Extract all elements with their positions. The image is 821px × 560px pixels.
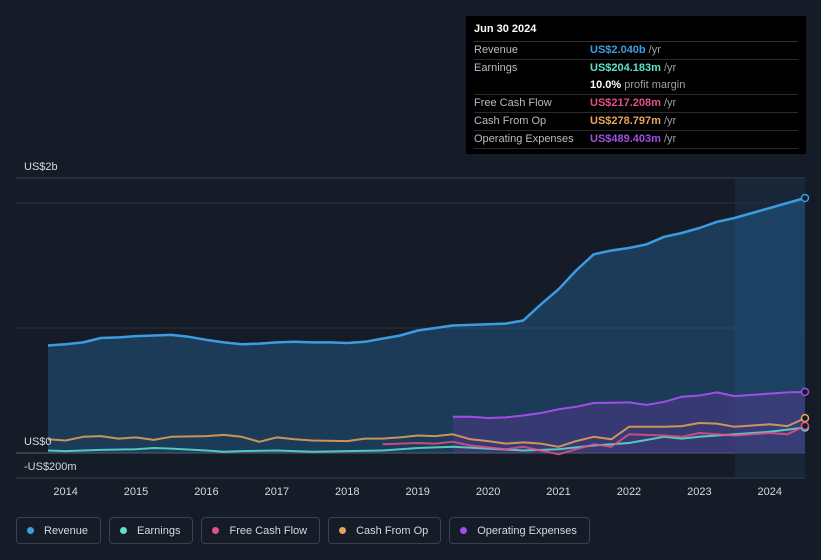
x-axis-label: 2015 — [124, 486, 148, 498]
legend-label: Earnings — [137, 524, 181, 537]
tooltip-row-profit-margin: 10.0% profit margin — [474, 77, 798, 95]
legend-item-free-cash-flow[interactable]: Free Cash Flow — [201, 517, 321, 544]
line-free-cash-flow — [382, 424, 806, 456]
tooltip-row-earnings: Earnings US$204.183m /yr — [474, 60, 798, 77]
x-axis-label: 2014 — [53, 486, 77, 498]
tooltip-unit: /yr — [663, 62, 677, 74]
tooltip-label: Operating Expenses — [474, 133, 574, 145]
legend-label: Cash From Op — [356, 524, 429, 537]
series-end-markers — [800, 193, 810, 432]
legend: Revenue Earnings Free Cash Flow Cash Fro… — [16, 517, 590, 544]
tooltip-label: Cash From Op — [474, 115, 547, 127]
legend-label: Revenue — [44, 524, 89, 537]
legend-dot-icon — [339, 527, 347, 534]
tooltip-date: Jun 30 2024 — [474, 23, 798, 42]
x-axis-label: 2016 — [194, 486, 218, 498]
x-axis-label: 2019 — [405, 486, 429, 498]
x-axis-label: 2018 — [335, 486, 359, 498]
legend-dot-icon — [212, 527, 220, 534]
x-axis-label: 2017 — [265, 486, 289, 498]
tooltip-row-free-cash-flow: Free Cash Flow US$217.208m /yr — [474, 95, 798, 113]
legend-dot-icon — [27, 527, 34, 534]
legend-item-revenue[interactable]: Revenue — [16, 517, 102, 544]
tooltip-label: Earnings — [474, 62, 518, 74]
tooltip-unit: /yr — [663, 133, 677, 145]
x-axis-label: 2023 — [687, 486, 711, 498]
legend-dot-icon — [120, 527, 128, 534]
end-marker-free-cash-flow — [800, 421, 810, 431]
tooltip-row-operating-expenses: Operating Expenses US$489.403m /yr — [474, 131, 798, 149]
end-marker-operating-expenses — [800, 387, 810, 397]
tooltip-unit: /yr — [663, 97, 677, 109]
tooltip-value: US$278.797m — [590, 115, 661, 127]
line-cash-from-op — [47, 417, 806, 448]
tooltip-unit: profit margin — [624, 79, 686, 91]
tooltip-value: 10.0% — [590, 79, 622, 91]
line-revenue — [47, 196, 806, 347]
area-revenue — [48, 198, 805, 453]
area-operating-expenses — [452, 391, 805, 453]
y-axis-label: -US$200m — [24, 461, 77, 473]
tooltip-unit: /yr — [648, 44, 661, 56]
y-axis-label: US$2b — [24, 161, 58, 173]
end-marker-revenue — [800, 193, 810, 203]
data-tooltip: Jun 30 2024 Revenue US$2.040b /yr Earnin… — [466, 16, 806, 154]
series-areas — [48, 198, 805, 453]
tooltip-unit: /yr — [663, 115, 677, 127]
line-earnings — [47, 426, 806, 453]
tooltip-value: US$2.040b — [590, 44, 646, 56]
legend-dot-icon — [460, 527, 468, 534]
end-marker-cash-from-op — [800, 413, 810, 423]
legend-item-cash-from-op[interactable]: Cash From Op — [328, 517, 442, 544]
x-axis-label: 2024 — [758, 486, 782, 498]
tooltip-row-revenue: Revenue US$2.040b /yr — [474, 42, 798, 60]
x-axis-label: 2022 — [617, 486, 641, 498]
tooltip-row-cash-from-op: Cash From Op US$278.797m /yr — [474, 113, 798, 131]
y-axis-label: US$0 — [24, 436, 52, 448]
x-axis-label: 2020 — [476, 486, 500, 498]
y-axis-labels: US$2b US$0 -US$200m — [24, 161, 77, 473]
gridlines — [16, 177, 805, 479]
tooltip-label: Revenue — [474, 44, 519, 56]
tooltip-label — [474, 77, 590, 94]
legend-item-earnings[interactable]: Earnings — [109, 517, 194, 544]
line-operating-expenses — [452, 390, 806, 419]
x-axis-label: 2021 — [546, 486, 570, 498]
tooltip-value: US$217.208m — [590, 97, 661, 109]
tooltip-label: Free Cash Flow — [474, 97, 552, 109]
legend-label: Operating Expenses — [477, 524, 577, 537]
legend-item-operating-expenses[interactable]: Operating Expenses — [449, 517, 590, 544]
x-axis-labels: 2014 2015 2016 2017 2018 2019 2020 2021 2022 2023… — [53, 486, 782, 498]
tooltip-value: US$204.183m — [590, 62, 661, 74]
series-lines — [47, 196, 806, 456]
legend-label: Free Cash Flow — [229, 524, 308, 537]
tooltip-value: US$489.403m — [590, 133, 661, 145]
